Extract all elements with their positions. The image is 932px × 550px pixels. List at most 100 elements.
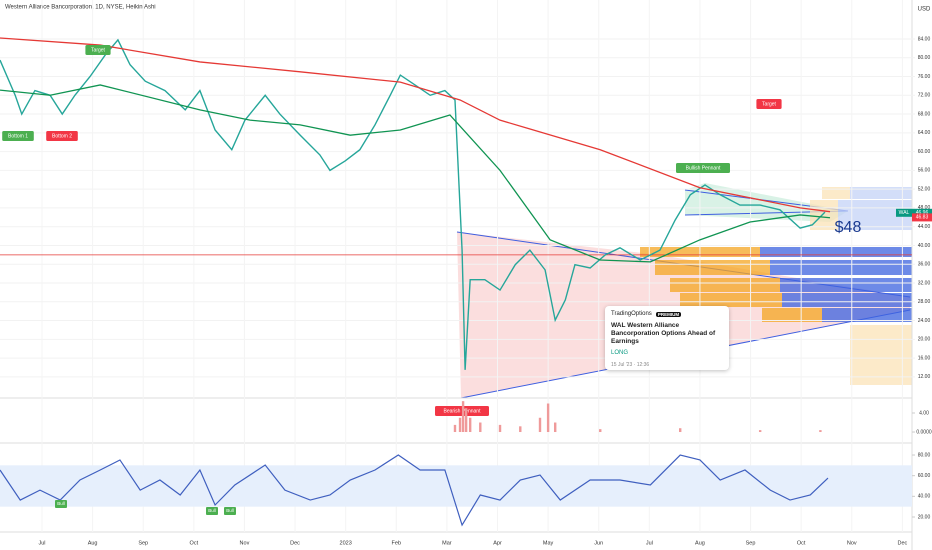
chart-title: Western Alliance Bancorporation, 1D, NYS… [5,5,156,11]
annotation-label: Target [91,47,106,53]
y-tick-label: 48.00 [918,205,931,211]
y-tick-label: 40.00 [918,243,931,249]
price-label-box [912,208,932,217]
idea-date: 15 Jul '23 · 12:36 [611,362,650,368]
volume-bar [464,408,468,433]
x-tick-label: Aug [88,540,98,546]
y-tick-label: 68.00 [918,111,931,117]
y-tick-label: 40.00 [918,494,931,500]
volume-bar [453,424,457,433]
direction: LONG [611,350,629,356]
volume-bar [468,417,472,433]
y-tick-label: 20.00 [918,337,931,343]
author: TradingOptions [611,311,652,317]
annotation-box [46,131,78,141]
x-tick-label: Oct [797,540,806,546]
annotation-box [676,163,730,173]
y-tick-label: 52.00 [918,186,931,192]
annotation-label: Bullish Pennant [686,165,721,171]
profile-bar [822,308,912,322]
x-tick-label: May [543,540,554,546]
series-line [0,38,826,370]
x-tick-label: Nov [240,540,250,546]
y-tick-label: 32.00 [918,280,931,286]
volume-bar [553,422,557,433]
volume-bar [458,417,462,433]
series-line [0,454,829,527]
annotation-label: Bull [57,501,65,506]
y-tick-label: 80.00 [918,55,931,61]
profile-bar [770,260,912,275]
y-tick-label: 36.00 [918,262,931,268]
x-tick-label: Aug [695,540,705,546]
badge: PREMIUM [655,311,682,317]
volume-bar [599,429,602,433]
profile-bar [782,293,912,307]
profile-bar [850,187,912,199]
y-tick-label: 44.00 [918,224,931,230]
y-tick-label: 0.0000 [916,429,932,435]
volume-bar [538,417,542,433]
x-tick-label: Sep [138,540,148,546]
volume-bar [461,401,465,433]
profile-bar [760,247,912,257]
annotation-box [756,99,782,109]
y-tick-label: 60.00 [918,473,931,479]
profile-bar [780,278,912,292]
y-tick-label: 84.00 [918,36,931,42]
idea-card[interactable]: TradingOptions PREMIUM WAL Western Allia… [605,306,729,370]
ticker-tag: WAL [899,210,910,216]
y-tick-label: 60.00 [918,149,931,155]
ticker-tag-box [896,208,912,217]
x-tick-label: Dec [290,540,300,546]
annotation-label: $48 [835,219,862,236]
volume-bar [679,428,682,433]
volume-bar [758,430,762,433]
volume-bar [498,424,502,433]
y-tick-label: 20.00 [918,514,931,520]
volume-profile [640,187,912,385]
x-tick-label: Oct [190,540,199,546]
y-tick-label: 64.00 [918,130,931,136]
price-label: 46.83 [916,215,929,221]
x-tick-label: Jul [38,540,45,546]
annotation-box [224,507,236,515]
series-line [0,84,831,263]
y-tick-label: 12.00 [918,374,931,380]
card-header: TradingOptions PREMIUM [611,311,723,317]
volume-bar [819,430,822,433]
y-tick-label: 80.00 [918,452,931,458]
x-tick-label: Mar [442,540,452,546]
annotation-label: Bull [208,508,216,513]
annotation-box [2,131,34,141]
profile-bar [850,325,912,385]
annotation-label: Bottom 2 [52,133,72,139]
y-tick-label: 56.00 [918,168,931,174]
annotation-box [85,45,111,55]
annotation-label: Target [762,101,777,107]
x-tick-label: Sep [746,540,756,546]
volume-bar [479,422,482,433]
x-tick-label: Apr [493,540,502,546]
x-tick-label: Feb [392,540,401,546]
rsi-band [0,465,912,507]
annotation-label: Bottom 1 [8,133,28,139]
y-tick-label: 76.00 [918,74,931,80]
idea-title: WAL Western Alliance Bancorporation Opti… [611,322,716,345]
x-tick-label: Jun [594,540,603,546]
price-label-box [912,213,932,222]
y-tick-label: 4.00 [919,410,929,416]
y-tick-label: 24.00 [918,318,931,324]
series-line [0,37,831,213]
annotation-label: Bull [226,508,234,513]
annotation-box [206,507,218,515]
volume-bar [519,426,522,433]
currency: USD [918,7,931,13]
annotation-box [55,500,67,508]
x-tick-label: 2023 [340,540,352,546]
y-tick-label: 28.00 [918,299,931,305]
x-tick-label: Nov [847,540,857,546]
x-tick-label: Jul [646,540,653,546]
